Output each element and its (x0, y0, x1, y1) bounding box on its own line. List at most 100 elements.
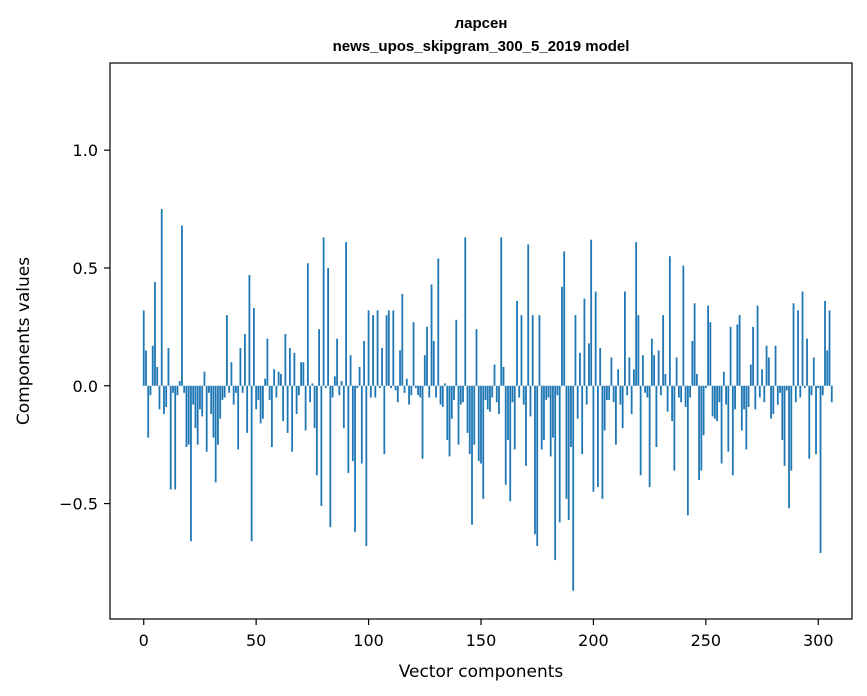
bar-170 (525, 385, 527, 466)
bar-184 (556, 385, 559, 396)
bar-107 (383, 385, 386, 455)
bar-208 (610, 357, 613, 386)
bar-284 (781, 385, 784, 440)
bar-144 (466, 385, 469, 433)
bar-275 (761, 369, 763, 386)
bar-36 (223, 385, 226, 398)
bar-117 (405, 378, 408, 386)
bar-172 (529, 385, 532, 417)
bar-265 (738, 315, 741, 386)
bar-259 (725, 385, 727, 405)
bar-6 (156, 366, 159, 386)
bar-119 (410, 385, 413, 396)
bar-140 (457, 385, 460, 445)
bar-56 (268, 385, 271, 400)
bar-137 (450, 385, 453, 419)
bar-182 (552, 385, 554, 438)
bar-49 (253, 308, 255, 386)
bar-42 (237, 385, 240, 450)
bar-192 (574, 315, 577, 386)
bar-293 (801, 291, 804, 386)
bar-11 (167, 348, 170, 386)
bar-7 (158, 385, 161, 410)
bar-35 (221, 385, 224, 400)
bar-76 (313, 385, 316, 429)
bar-135 (446, 385, 449, 440)
bar-173 (531, 315, 534, 386)
bar-24 (196, 385, 199, 445)
bar-19 (185, 385, 188, 448)
bar-167 (518, 385, 521, 398)
bar-70 (300, 362, 303, 386)
bar-226 (650, 338, 653, 386)
x-tick-label: 300 (803, 631, 834, 650)
bar-121 (414, 385, 417, 389)
bar-82 (327, 267, 329, 386)
bar-169 (522, 385, 525, 405)
bar-103 (374, 385, 377, 398)
bar-48 (250, 385, 253, 542)
bar-118 (408, 385, 410, 405)
bar-47 (248, 275, 251, 386)
bar-9 (163, 385, 165, 415)
bar-26 (201, 385, 204, 417)
bar-240 (682, 265, 685, 386)
bar-114 (399, 350, 401, 386)
x-tick-label: 250 (691, 631, 722, 650)
bar-156 (493, 364, 496, 386)
bar-243 (689, 385, 692, 398)
x-axis-label: Vector components (399, 662, 564, 682)
bar-3 (149, 385, 152, 396)
bar-214 (624, 291, 626, 386)
bar-34 (219, 385, 222, 419)
bar-69 (297, 385, 300, 396)
bar-122 (417, 385, 419, 396)
bar-61 (279, 373, 282, 386)
bar-299 (815, 385, 817, 455)
bar-106 (381, 348, 383, 386)
bar-196 (583, 298, 586, 386)
bar-66 (291, 385, 294, 452)
bar-276 (763, 385, 766, 403)
bar-207 (608, 385, 611, 400)
bar-40 (232, 385, 235, 405)
bar-249 (702, 385, 705, 436)
bar-1 (145, 350, 147, 386)
bar-93 (351, 385, 354, 462)
bar-227 (653, 355, 656, 386)
bar-255 (716, 385, 718, 422)
bar-279 (770, 385, 772, 419)
bar-204 (601, 385, 604, 499)
bar-297 (810, 385, 813, 396)
bar-80 (322, 237, 325, 386)
bar-244 (691, 341, 694, 386)
bar-264 (736, 324, 739, 386)
bar-185 (558, 385, 561, 523)
bar-75 (311, 383, 314, 386)
bar-253 (711, 385, 714, 417)
bar-195 (581, 385, 584, 455)
bar-283 (779, 385, 781, 393)
bar-238 (677, 385, 680, 398)
bar-45 (244, 333, 246, 386)
bar-165 (513, 385, 516, 450)
bar-164 (511, 385, 514, 403)
bar-68 (295, 385, 298, 415)
bar-197 (585, 385, 588, 405)
bar-115 (401, 293, 404, 386)
bar-41 (235, 385, 237, 393)
bar-98 (363, 341, 365, 386)
bar-256 (718, 385, 721, 403)
bar-158 (498, 385, 500, 415)
bar-23 (194, 385, 197, 429)
bar-210 (615, 385, 617, 445)
bar-51 (257, 385, 260, 400)
bar-263 (734, 385, 736, 410)
bar-79 (320, 385, 323, 506)
bar-223 (644, 385, 647, 393)
bar-46 (246, 385, 249, 433)
bar-5 (154, 282, 156, 386)
bar-157 (495, 385, 498, 403)
bar-133 (441, 385, 444, 407)
bar-292 (799, 385, 802, 398)
